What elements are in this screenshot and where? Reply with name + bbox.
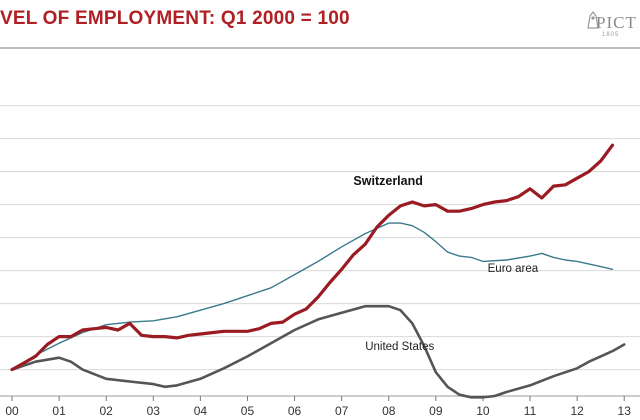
gridlines <box>0 105 640 371</box>
series-line-switzerland <box>10 143 615 372</box>
x-tick-label: 07 <box>335 404 349 418</box>
series-line-euro-area <box>11 222 614 371</box>
x-tick-label: 05 <box>241 404 255 418</box>
x-tick-label: 00 <box>5 404 19 418</box>
series-labels: Switzerland Euro area United States <box>353 174 538 353</box>
series-label-united-states: United States <box>365 341 434 353</box>
x-tick-label: 13 <box>618 404 632 418</box>
x-tick-label: 04 <box>194 404 208 418</box>
brand-logo: PICT 1805 <box>586 10 640 44</box>
x-tick-label: 02 <box>100 404 114 418</box>
x-tick-label: 12 <box>570 404 584 418</box>
x-tick-label: 11 <box>524 404 537 418</box>
x-tick-label: 08 <box>382 404 396 418</box>
series-lines <box>10 143 626 399</box>
series-line-united-states <box>10 304 626 399</box>
series-label-euro-area: Euro area <box>488 263 539 275</box>
title-rule <box>0 47 640 49</box>
chart-title: VEL OF EMPLOYMENT: Q1 2000 = 100 <box>0 8 350 29</box>
x-tick-label: 01 <box>52 404 66 418</box>
x-tick-label: 06 <box>288 404 302 418</box>
x-tick-label: 03 <box>147 404 161 418</box>
x-axis: 00 01 02 03 04 05 06 07 08 09 10 11 12 13 <box>0 395 640 418</box>
brand-year: 1805 <box>602 32 620 38</box>
x-tick-label: 10 <box>476 404 490 418</box>
series-label-switzerland: Switzerland <box>353 174 422 188</box>
x-tick-label: 09 <box>429 404 443 418</box>
brand-name: PICT <box>596 13 637 32</box>
brand-emblem-icon <box>587 11 599 29</box>
